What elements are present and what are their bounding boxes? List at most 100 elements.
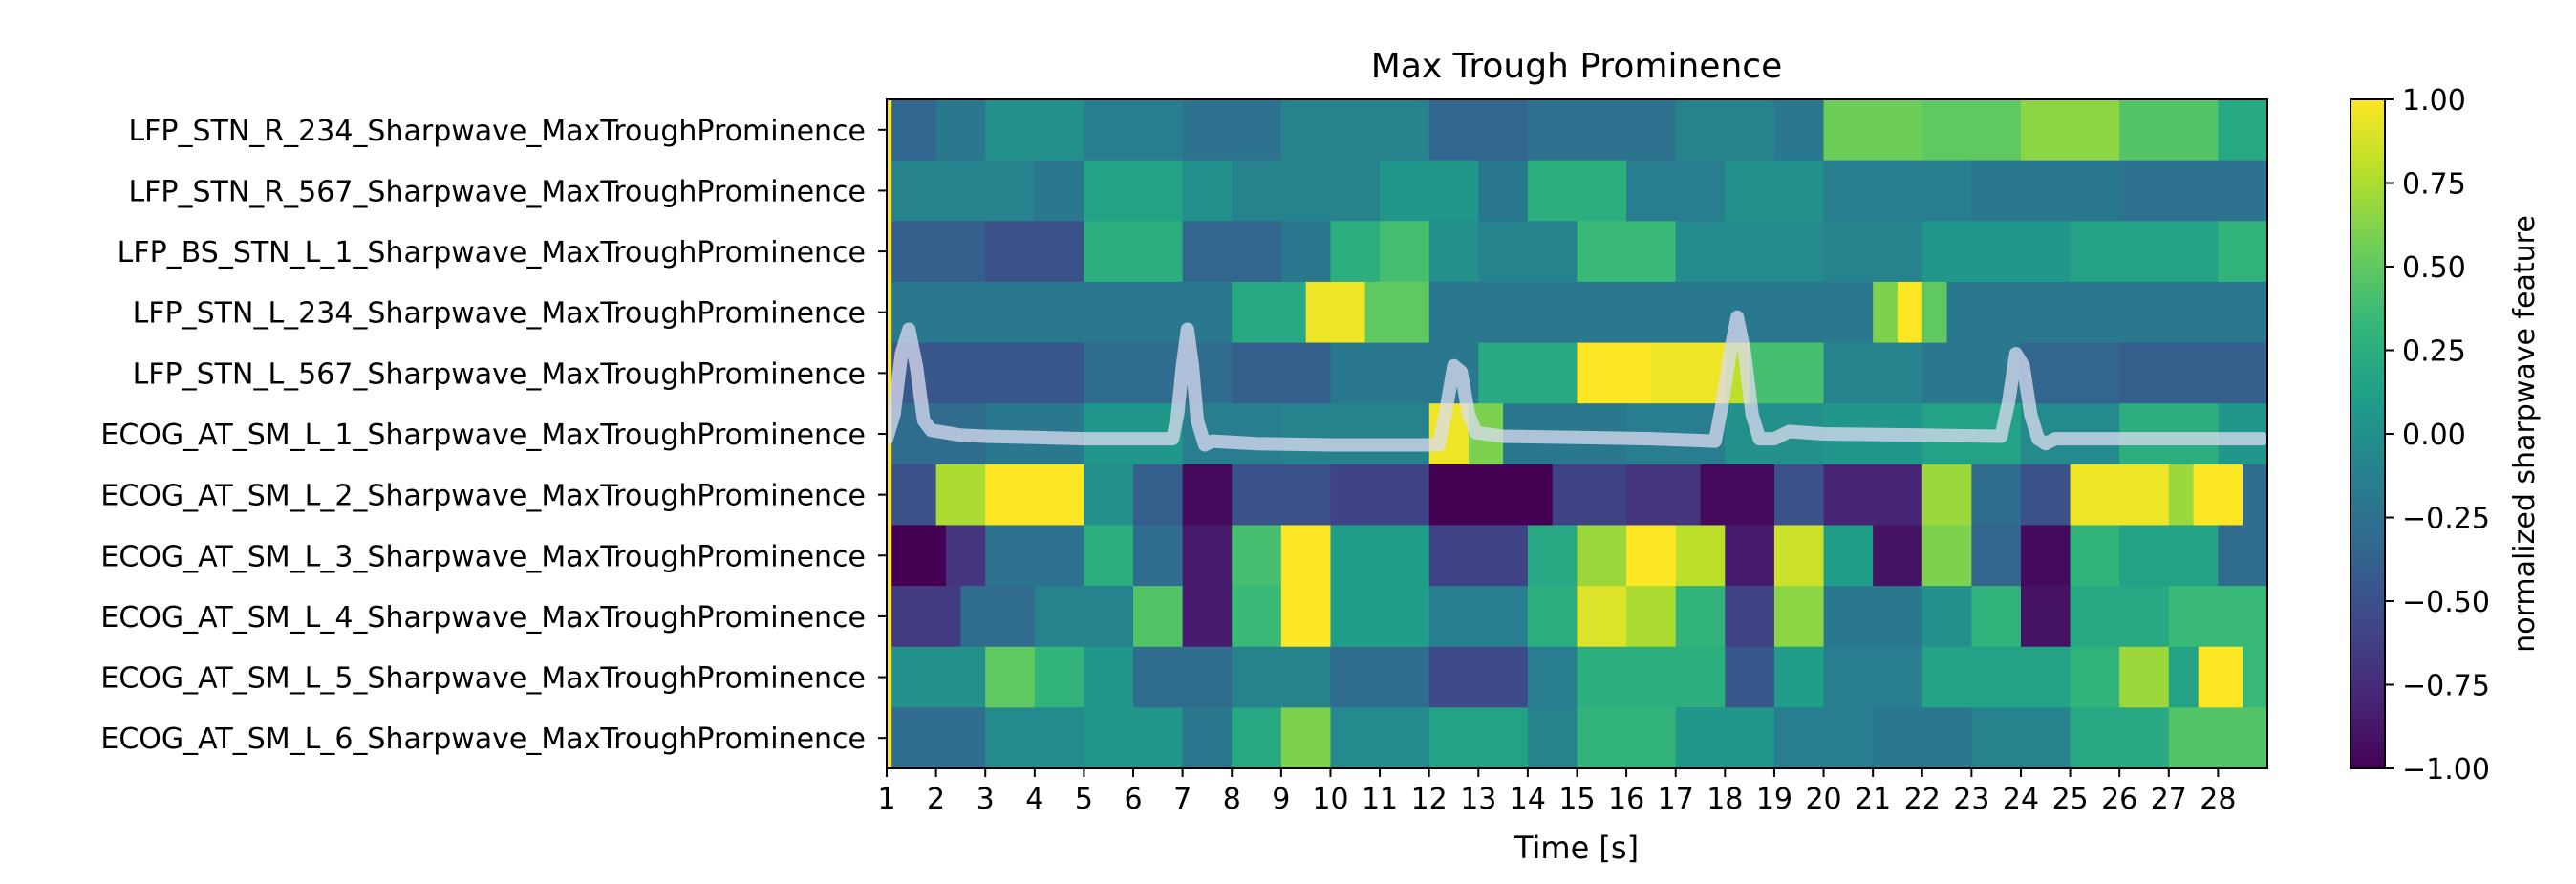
- y-tick-label: LFP_STN_R_234_Sharpwave_MaxTroughPromine…: [128, 115, 866, 148]
- heatmap-cell: [2070, 221, 2219, 283]
- heatmap-cell: [1330, 707, 1430, 768]
- heatmap-cell: [935, 99, 986, 162]
- heatmap-cell: [1823, 221, 1923, 283]
- heatmap-cell: [1182, 586, 1233, 648]
- x-ticks: 1 2 3 4 5 6 7 8 9 10 11 12 13 14 15 16 17 18 19 20 21 22 23 24 2…: [877, 768, 2236, 816]
- y-tick-label: ECOG_AT_SM_L_2_Sharpwave_MaxTroughPromin…: [100, 480, 866, 513]
- y-tick-labels: LFP_STN_R_234_Sharpwave_MaxTroughPromine…: [100, 115, 887, 756]
- heatmap-cell: [1577, 221, 1677, 283]
- heatmap-cell: [2020, 342, 2120, 404]
- heatmap-cell: [891, 646, 986, 708]
- heatmap-cell: [1823, 586, 1923, 648]
- heatmap-cell: [1527, 525, 1578, 587]
- y-tick-label: LFP_STN_L_234_Sharpwave_MaxTroughPromine…: [133, 297, 866, 331]
- heatmap-cell: [1364, 281, 1430, 344]
- heatmap-cell: [2119, 646, 2170, 708]
- heatmap-cell: [2070, 707, 2170, 768]
- heatmap-cell: [1873, 525, 1923, 587]
- heatmap-cell: [1626, 160, 1726, 222]
- heatmap-cell: [1280, 586, 1332, 648]
- heatmap-cell: [1182, 99, 1282, 162]
- heatmap-cell: [891, 281, 1233, 344]
- y-tick-label: LFP_STN_R_567_Sharpwave_MaxTroughPromine…: [128, 175, 866, 208]
- x-tick-label: 15: [1558, 783, 1595, 816]
- heatmap-cell: [1527, 707, 1578, 768]
- heatmap-cell: [1428, 221, 1479, 283]
- heatmap-cell: [1577, 342, 1652, 404]
- heatmap-cell: [1133, 586, 1184, 648]
- x-tick-label: 7: [1173, 783, 1191, 816]
- heatmap-cell: [1232, 281, 1307, 344]
- heatmap-cell: [2020, 525, 2072, 587]
- colorbar-tick-label: 0.75: [2402, 168, 2466, 202]
- heatmap-cell: [1873, 281, 1899, 344]
- heatmap-cell: [1084, 160, 1184, 222]
- heatmap-cell: [1675, 221, 1825, 283]
- heatmap-cell: [985, 646, 1036, 708]
- x-tick-label: 2: [927, 783, 945, 816]
- heatmap-cell: [887, 281, 892, 344]
- heatmap-cell: [1428, 281, 1874, 344]
- heatmap-cell: [2070, 464, 2170, 527]
- heatmap-cell: [2243, 464, 2267, 527]
- heatmap-cell: [1084, 221, 1184, 283]
- heatmap-cell: [1921, 586, 1972, 648]
- heatmap-cell: [1330, 221, 1381, 283]
- heatmap-cell: [2168, 586, 2267, 648]
- heatmap-cell: [1527, 99, 1677, 162]
- chart-title: Max Trough Prominence: [1371, 47, 1782, 86]
- heatmap-cell: [1232, 646, 1332, 708]
- heatmap-cell: [1527, 160, 1627, 222]
- heatmap-cell: [1232, 525, 1282, 587]
- heatmap-cell: [1921, 464, 1972, 527]
- heatmap-cell: [1182, 707, 1233, 768]
- heatmap-cell: [1971, 707, 2072, 768]
- heatmap-cell: [1182, 464, 1233, 527]
- heatmap-cell: [1725, 525, 1775, 587]
- heatmap-cell: [887, 99, 892, 162]
- heatmap-cell: [1823, 160, 1972, 222]
- heatmap-cell: [1280, 99, 1430, 162]
- x-tick-label: 1: [877, 783, 895, 816]
- heatmap-cell: [887, 525, 892, 587]
- heatmap-cell: [1330, 464, 1430, 527]
- x-tick-label: 11: [1362, 783, 1398, 816]
- heatmap-cell: [1773, 707, 1874, 768]
- heatmap-cell: [1650, 342, 1726, 404]
- heatmap-cell: [1750, 342, 1825, 404]
- heatmap-cell: [1626, 525, 1677, 587]
- heatmap-cell: [1527, 646, 1578, 708]
- heatmap-cell: [1823, 525, 1874, 587]
- heatmap-cell: [1921, 525, 1972, 587]
- heatmap-cell: [1478, 342, 1578, 404]
- heatmap-cell: [1428, 525, 1529, 587]
- colorbar-label: normalized sharpwave feature: [2508, 215, 2542, 653]
- heatmap-cell: [1921, 646, 2072, 708]
- x-tick-label: 12: [1411, 783, 1448, 816]
- x-tick-label: 24: [2003, 783, 2039, 816]
- heatmap-cell: [1280, 221, 1332, 283]
- heatmap-cell: [1946, 281, 2267, 344]
- heatmap-cell: [1577, 646, 1726, 708]
- heatmap-cell: [1380, 221, 1430, 283]
- heatmap-cell: [2020, 586, 2072, 648]
- heatmap-cell: [887, 342, 892, 404]
- heatmap-cell: [2070, 646, 2120, 708]
- heatmap-cell: [1330, 646, 1430, 708]
- heatmap-cell: [1675, 525, 1726, 587]
- y-tick-label: ECOG_AT_SM_L_4_Sharpwave_MaxTroughPromin…: [100, 601, 866, 635]
- x-tick-label: 8: [1223, 783, 1241, 816]
- heatmap-cell: [887, 646, 892, 708]
- heatmap-cell: [1428, 99, 1529, 162]
- heatmap-cell: [1725, 586, 1775, 648]
- x-tick-label: 4: [1025, 783, 1043, 816]
- heatmap-cell: [2168, 646, 2200, 708]
- x-tick-label: 16: [1608, 783, 1644, 816]
- heatmap-cell: [891, 221, 986, 283]
- heatmap-cell: [1971, 464, 2022, 527]
- heatmap-cell: [1823, 342, 1923, 404]
- heatmap-cell: [1232, 160, 1381, 222]
- heatmap-cell: [2119, 525, 2219, 587]
- heatmap-cell: [1577, 707, 1677, 768]
